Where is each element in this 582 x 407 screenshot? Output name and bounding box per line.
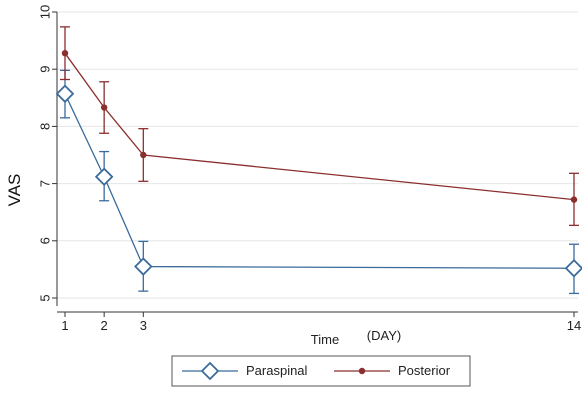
y-axis-title: VAS xyxy=(5,174,24,207)
series-layer xyxy=(55,26,582,295)
y-tick-label-8: 8 xyxy=(38,123,53,130)
x-tick-label-14: 14 xyxy=(567,318,581,333)
legend-item-paraspinal: Paraspinal xyxy=(182,361,308,381)
y-tick-label-5: 5 xyxy=(38,294,53,301)
legend-marker-dot xyxy=(358,367,366,375)
series-line xyxy=(64,93,575,269)
data-point-dot xyxy=(100,104,108,111)
plot-background xyxy=(38,6,578,316)
y-tick-label-9: 9 xyxy=(38,66,53,73)
y-ticks: 5 6 7 8 9 10 xyxy=(38,5,57,302)
data-point-diamond xyxy=(55,84,75,104)
legend-item-posterior: Posterior xyxy=(334,363,451,378)
data-point-dot xyxy=(140,151,147,159)
x-tick-label-1: 1 xyxy=(61,318,68,333)
y-tick-label-6: 6 xyxy=(38,237,53,244)
x-axis-unit: (DAY) xyxy=(367,328,401,343)
axis-layer xyxy=(56,12,578,313)
legend-marker-diamond xyxy=(200,361,220,381)
legend-label: Posterior xyxy=(398,363,451,378)
series-paraspinal xyxy=(55,69,582,295)
series-posterior xyxy=(60,26,579,227)
x-tick-label-3: 3 xyxy=(140,318,147,333)
data-point-diamond xyxy=(564,258,582,278)
series-line xyxy=(64,52,575,201)
x-tick-label-2: 2 xyxy=(101,318,108,333)
data-point-dot xyxy=(61,49,69,57)
legend: Paraspinal Posterior xyxy=(171,355,471,387)
legend-label: Paraspinal xyxy=(246,363,308,378)
data-point-dot xyxy=(570,196,578,203)
x-axis-title: Time xyxy=(311,332,339,347)
data-point-diamond xyxy=(134,257,153,276)
y-tick-label-10: 10 xyxy=(38,5,53,19)
y-tick-label-7: 7 xyxy=(38,180,53,187)
data-point-diamond xyxy=(94,167,114,187)
x-ticks: 1 2 3 14 xyxy=(61,312,581,333)
legend-items: Paraspinal Posterior xyxy=(182,361,451,381)
